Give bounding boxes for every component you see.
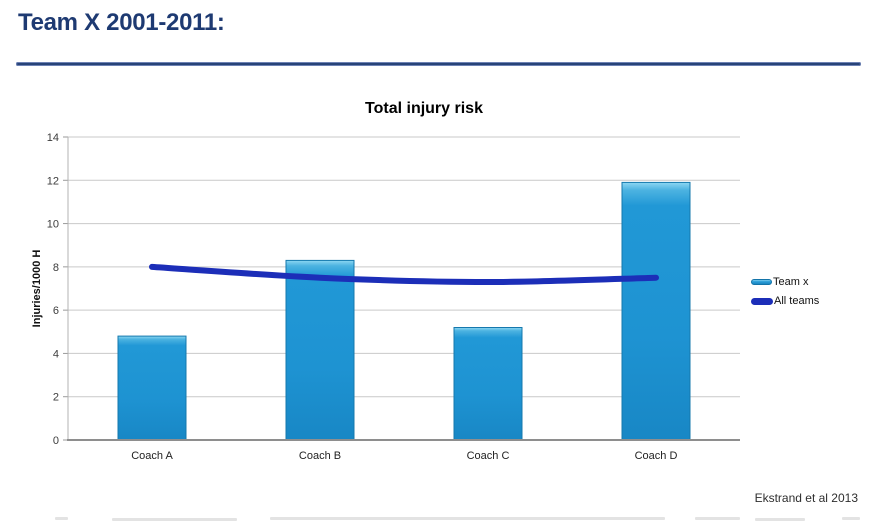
title-divider (16, 62, 861, 66)
page-title: Team X 2001-2011: (18, 9, 225, 36)
x-axis-label: Coach A (131, 450, 173, 462)
svg-text:8: 8 (53, 262, 59, 274)
legend-item-team-x: Team x (751, 276, 819, 288)
bar-coach-b (285, 259, 355, 441)
bar-coach-c (453, 327, 523, 441)
team-x-bar-swatch-icon (751, 279, 772, 285)
legend-label-team-x: Team x (773, 276, 809, 288)
bar-coach-a (117, 335, 187, 441)
svg-text:6: 6 (53, 305, 59, 317)
chart-legend: Team x All teams (751, 276, 819, 307)
svg-text:2: 2 (53, 392, 59, 404)
svg-text:14: 14 (47, 132, 59, 144)
all-teams-line-swatch-icon (751, 297, 773, 305)
all-teams-line (149, 263, 659, 286)
citation: Ekstrand et al 2013 (754, 491, 858, 505)
svg-text:0: 0 (53, 435, 59, 447)
y-axis-title: Injuries/1000 H (31, 250, 43, 328)
x-axis-label: Coach B (299, 450, 341, 462)
legend-item-all-teams: All teams (751, 295, 819, 307)
chart-title: Total injury risk (365, 100, 483, 117)
legend-label-all-teams: All teams (774, 295, 820, 307)
x-axis-label: Coach D (635, 450, 678, 462)
svg-text:10: 10 (47, 219, 59, 231)
svg-text:4: 4 (53, 348, 59, 360)
x-axis-label: Coach C (467, 450, 510, 462)
bar-coach-d (621, 181, 691, 441)
svg-text:12: 12 (47, 175, 59, 187)
